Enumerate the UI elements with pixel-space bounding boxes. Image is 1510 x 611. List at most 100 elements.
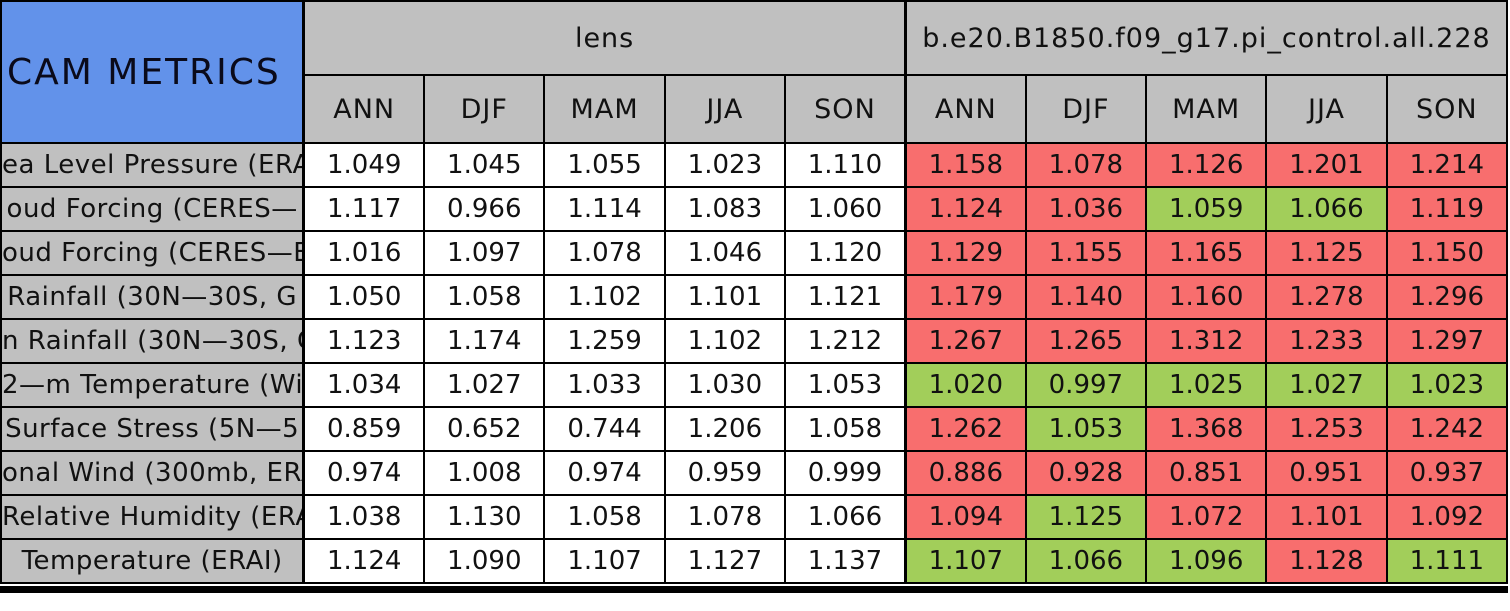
lens-value-cell: 0.966 [423,186,546,232]
row-label: oud Forcing (CERES—E [0,230,305,276]
lens-value-cell: 1.027 [423,362,546,408]
metrics-rows: ea Level Pressure (ERA 1.049 1.045 1.055 1.0… [0,142,1509,584]
table-title: CAM METRICS [0,0,305,144]
lens-value-cell: 1.097 [423,230,546,276]
control-value-cell: 1.296 [1385,274,1509,320]
lens-value-cell: 1.033 [543,362,666,408]
control-value-cell: 0.851 [1145,450,1268,496]
lens-value-cell: 1.102 [663,318,787,364]
lens-value-cell: 1.023 [663,142,787,188]
season-header-jja: JJA [1265,74,1388,144]
season-header-mam: MAM [543,74,666,144]
control-value-cell: 1.128 [1265,538,1388,584]
control-value-cell: 1.107 [903,538,1027,584]
lens-value-cell: 1.008 [423,450,546,496]
control-value-cell: 1.297 [1385,318,1509,364]
lens-value-cell: 1.259 [543,318,666,364]
control-value-cell: 1.053 [1024,406,1148,452]
table-row: n Rainfall (30N—30S, G 1.123 1.174 1.259 1.1… [0,318,1509,364]
lens-value-cell: 1.058 [784,406,907,452]
row-label: ea Level Pressure (ERA [0,142,305,188]
control-value-cell: 0.997 [1024,362,1148,408]
lens-value-cell: 0.974 [302,450,426,496]
lens-value-cell: 1.127 [663,538,787,584]
control-value-cell: 0.886 [903,450,1027,496]
lens-value-cell: 1.107 [543,538,666,584]
lens-value-cell: 1.066 [784,494,907,540]
lens-value-cell: 1.030 [663,362,787,408]
lens-value-cell: 1.046 [663,230,787,276]
table-bottom-bar [0,586,1508,593]
lens-value-cell: 1.058 [423,274,546,320]
control-value-cell: 1.155 [1024,230,1148,276]
control-value-cell: 1.078 [1024,142,1148,188]
row-label: onal Wind (300mb, ERA [0,450,305,496]
lens-value-cell: 1.206 [663,406,787,452]
lens-value-cell: 1.078 [543,230,666,276]
lens-value-cell: 0.999 [784,450,907,496]
table-row: 2—m Temperature (Wil 1.034 1.027 1.033 1.030… [0,362,1509,408]
season-header-son: SON [784,74,907,144]
lens-value-cell: 1.090 [423,538,546,584]
lens-value-cell: 0.974 [543,450,666,496]
control-value-cell: 1.160 [1145,274,1268,320]
control-value-cell: 1.253 [1265,406,1388,452]
row-label: 2—m Temperature (Wil [0,362,305,408]
season-header-mam: MAM [1145,74,1268,144]
control-value-cell: 1.368 [1145,406,1268,452]
control-value-cell: 1.096 [1145,538,1268,584]
season-header-son: SON [1385,74,1509,144]
season-header-djf: DJF [423,74,546,144]
season-header-row: ANN DJF MAM JJA SON ANN DJF MAM JJA SON [1,74,1509,144]
control-value-cell: 1.125 [1024,494,1148,540]
control-value-cell: 1.092 [1385,494,1509,540]
control-value-cell: 1.150 [1385,230,1509,276]
lens-value-cell: 1.123 [302,318,426,364]
lens-value-cell: 1.038 [302,494,426,540]
control-value-cell: 1.101 [1265,494,1388,540]
control-value-cell: 1.158 [903,142,1027,188]
control-value-cell: 1.124 [903,186,1027,232]
season-header-jja: JJA [663,74,787,144]
control-value-cell: 1.025 [1145,362,1268,408]
lens-value-cell: 1.137 [784,538,907,584]
lens-value-cell: 1.174 [423,318,546,364]
control-value-cell: 1.312 [1145,318,1268,364]
lens-value-cell: 1.110 [784,142,907,188]
control-value-cell: 1.179 [903,274,1027,320]
table-row: ea Level Pressure (ERA 1.049 1.045 1.055 1.0… [0,142,1509,188]
season-header-ann: ANN [302,74,426,144]
lens-value-cell: 1.114 [543,186,666,232]
lens-value-cell: 1.055 [543,142,666,188]
lens-value-cell: 1.212 [784,318,907,364]
lens-value-cell: 0.859 [302,406,426,452]
lens-value-cell: 1.130 [423,494,546,540]
table-row: Temperature (ERAI) 1.124 1.090 1.107 1.127 1.… [0,538,1509,584]
control-value-cell: 1.020 [903,362,1027,408]
lens-value-cell: 1.083 [663,186,787,232]
lens-value-cell: 1.045 [423,142,546,188]
metrics-table: CAM METRICS lens b.e20.B1850.f09_g17.pi_… [0,0,1509,584]
table-row: Rainfall (30N—30S, G 1.050 1.058 1.102 1.101… [0,274,1509,320]
row-label: oud Forcing (CERES— [0,186,305,232]
lens-value-cell: 1.121 [784,274,907,320]
lens-value-cell: 1.058 [543,494,666,540]
control-value-cell: 1.262 [903,406,1027,452]
control-value-cell: 0.937 [1385,450,1509,496]
season-header-ann: ANN [903,74,1027,144]
lens-value-cell: 1.078 [663,494,787,540]
control-value-cell: 1.066 [1024,538,1148,584]
row-label: Temperature (ERAI) [0,538,305,584]
control-value-cell: 1.242 [1385,406,1509,452]
group-header-control-case: b.e20.B1850.f09_g17.pi_control.all.228 [903,0,1508,76]
control-value-cell: 1.072 [1145,494,1268,540]
control-value-cell: 1.165 [1145,230,1268,276]
control-value-cell: 1.233 [1265,318,1388,364]
lens-value-cell: 0.959 [663,450,787,496]
control-value-cell: 1.129 [903,230,1027,276]
lens-value-cell: 1.016 [302,230,426,276]
row-label: Rainfall (30N—30S, G [0,274,305,320]
control-value-cell: 1.265 [1024,318,1148,364]
lens-value-cell: 0.744 [543,406,666,452]
row-label: n Rainfall (30N—30S, G [0,318,305,364]
